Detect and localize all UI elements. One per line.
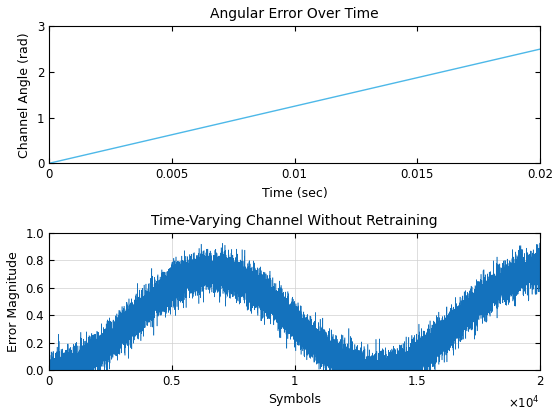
X-axis label: Time (sec): Time (sec) [262, 187, 328, 200]
Title: Angular Error Over Time: Angular Error Over Time [210, 7, 379, 21]
Y-axis label: Error Magnitude: Error Magnitude [7, 251, 20, 352]
Text: $\times10^4$: $\times10^4$ [508, 395, 540, 411]
X-axis label: Symbols: Symbols [268, 394, 321, 407]
Title: Time-Varying Channel Without Retraining: Time-Varying Channel Without Retraining [151, 214, 438, 228]
Y-axis label: Channel Angle (rad): Channel Angle (rad) [18, 32, 31, 158]
